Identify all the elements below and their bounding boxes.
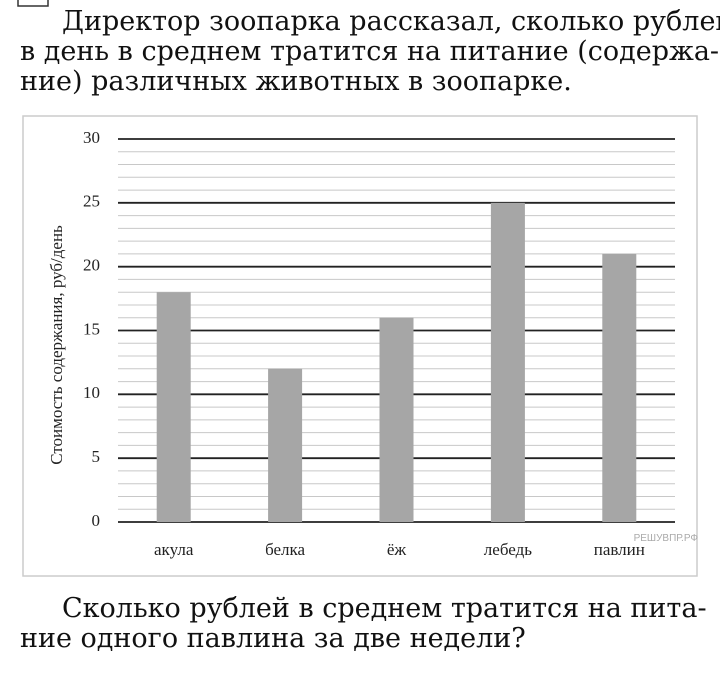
y-tick-label: 0 (92, 511, 101, 530)
x-tick-label: акула (154, 540, 194, 559)
x-tick-label: белка (265, 540, 305, 559)
x-tick-label: павлин (594, 540, 645, 559)
bar (602, 253, 637, 522)
intro-line: ние) различных животных в зоопарке. (20, 66, 572, 97)
watermark: РЕШУВПР.РФ (634, 533, 699, 544)
question-line: Сколько рублей в среднем тратится на пит… (62, 593, 707, 624)
y-tick-label: 15 (83, 319, 100, 338)
intro-line: в день в среднем тратится на питание (со… (20, 36, 719, 67)
y-tick-label: 10 (83, 383, 100, 402)
y-axis-label: Стоимость содержания, руб/день (47, 225, 66, 465)
bar (379, 317, 414, 522)
y-tick-label: 20 (83, 256, 100, 275)
corner-box (17, 0, 49, 7)
question-line: ние одного павлина за две недели? (20, 623, 526, 654)
bar (156, 292, 191, 522)
x-tick-label: ёж (387, 540, 407, 559)
x-tick-label: лебедь (484, 540, 532, 559)
y-tick-label: 30 (83, 128, 100, 147)
chart-frame (22, 115, 698, 577)
y-tick-label: 5 (92, 447, 101, 466)
bar (490, 202, 525, 523)
bar (268, 368, 303, 522)
intro-line: Директор зоопарка рассказал, сколько руб… (62, 6, 720, 37)
y-tick-label: 25 (83, 192, 100, 211)
